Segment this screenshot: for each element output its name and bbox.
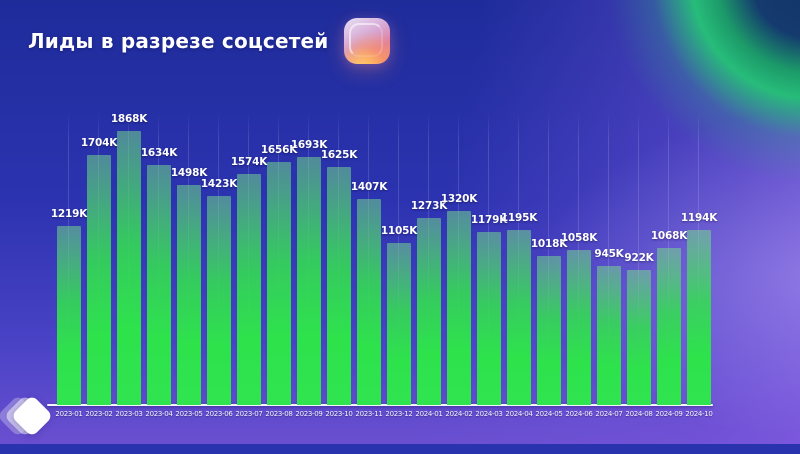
bar-value-label: 1219K — [50, 208, 88, 220]
x-tick-label: 2023-05 — [175, 410, 203, 418]
bar-slot: 1625K 2023-10 — [321, 112, 357, 418]
bar-value-label: 1194K — [680, 212, 718, 224]
bar-chart: 1219K 2023-01 1704K 2023-02 1868K 2023-03 1634… — [47, 112, 717, 418]
bar-value-label: 1868K — [110, 113, 148, 125]
bar-value-label: 1068K — [650, 230, 688, 242]
page-title: Лиды в разрезе соцсетей — [28, 29, 329, 53]
bar-value-label: 1656K — [260, 144, 298, 156]
bar-value-label: 1105K — [380, 225, 418, 237]
x-tick-label: 2023-01 — [55, 410, 83, 418]
x-tick-label: 2023-03 — [115, 410, 143, 418]
bar — [387, 243, 411, 405]
bar-slot: 1423K 2023-06 — [201, 112, 237, 418]
x-tick-label: 2024-02 — [445, 410, 473, 418]
bar-value-label: 1634K — [140, 147, 178, 159]
bar-value-label: 1179K — [470, 214, 508, 226]
bar-value-label: 1574K — [230, 156, 268, 168]
x-tick-label: 2024-06 — [565, 410, 593, 418]
bar — [417, 218, 441, 405]
bar — [87, 155, 111, 405]
x-tick-label: 2023-04 — [145, 410, 173, 418]
bar-slot: 1498K 2023-05 — [171, 112, 207, 418]
bar-slot: 1179K 2024-03 — [471, 112, 507, 418]
bar — [297, 157, 321, 405]
header: Лиды в разрезе соцсетей — [28, 18, 390, 64]
x-tick-label: 2024-10 — [685, 410, 713, 418]
bar-slot: 1195K 2024-04 — [501, 112, 537, 418]
x-tick-label: 2024-01 — [415, 410, 443, 418]
bar-slot: 1068K 2024-09 — [651, 112, 687, 418]
bar-slot: 1704K 2023-02 — [81, 112, 117, 418]
bar-value-label: 1018K — [530, 238, 568, 250]
bar-slot: 1219K 2023-01 — [51, 112, 87, 418]
x-tick-label: 2024-09 — [655, 410, 683, 418]
bar-value-label: 1423K — [200, 178, 238, 190]
bar-value-label: 1407K — [350, 181, 388, 193]
bar-slot: 1320K 2024-02 — [441, 112, 477, 418]
bar — [267, 162, 291, 405]
bar-slot: 922K 2024-08 — [624, 112, 654, 418]
bar — [597, 266, 621, 405]
bar-value-label: 945K — [594, 248, 624, 260]
bar — [447, 211, 471, 405]
bar — [657, 248, 681, 405]
bar-slot: 1868K 2023-03 — [111, 112, 147, 418]
bar — [687, 230, 711, 405]
x-tick-label: 2024-03 — [475, 410, 503, 418]
bar-slot: 1105K 2023-12 — [381, 112, 417, 418]
bar-value-label: 1320K — [440, 193, 478, 205]
bar-value-label: 1058K — [560, 232, 598, 244]
x-tick-label: 2023-10 — [325, 410, 353, 418]
bar-slot: 1407K 2023-11 — [351, 112, 387, 418]
bar — [117, 131, 141, 405]
bar — [477, 232, 501, 405]
bar-slot: 1634K 2023-04 — [141, 112, 177, 418]
bar — [207, 196, 231, 405]
bar-value-label: 1704K — [80, 137, 118, 149]
x-tick-label: 2023-09 — [295, 410, 323, 418]
bar — [177, 185, 201, 405]
bar — [57, 226, 81, 405]
x-tick-label: 2023-06 — [205, 410, 233, 418]
bar — [147, 165, 171, 405]
bar — [567, 250, 591, 405]
bar-slot: 1018K 2024-05 — [531, 112, 567, 418]
x-tick-label: 2023-08 — [265, 410, 293, 418]
bar — [627, 270, 651, 405]
bar-slot: 945K 2024-07 — [594, 112, 624, 418]
bar-value-label: 1625K — [320, 149, 358, 161]
bar-slot: 1656K 2023-08 — [261, 112, 297, 418]
bar — [537, 256, 561, 405]
x-tick-label: 2024-07 — [595, 410, 623, 418]
x-tick-label: 2023-02 — [85, 410, 113, 418]
bar — [237, 174, 261, 405]
x-axis-line — [47, 404, 713, 406]
bar-slot: 1574K 2023-07 — [231, 112, 267, 418]
bar-value-label: 1693K — [290, 139, 328, 151]
bar-value-label: 1273K — [410, 200, 448, 212]
brand-logo — [0, 392, 64, 454]
bar — [507, 230, 531, 405]
bar-slot: 1194K 2024-10 — [681, 112, 717, 418]
x-tick-label: 2023-12 — [385, 410, 413, 418]
bar-slot: 1058K 2024-06 — [561, 112, 597, 418]
bar-slot: 1273K 2024-01 — [411, 112, 447, 418]
bar — [357, 199, 381, 405]
grid-line — [638, 112, 639, 405]
x-tick-label: 2023-11 — [355, 410, 383, 418]
bar-value-label: 1195K — [500, 212, 538, 224]
bar — [327, 167, 351, 405]
x-tick-label: 2023-07 — [235, 410, 263, 418]
instagram-icon — [343, 18, 390, 64]
x-tick-label: 2024-04 — [505, 410, 533, 418]
x-tick-label: 2024-08 — [625, 410, 653, 418]
bar-value-label: 922K — [624, 252, 654, 264]
bar-slot: 1693K 2023-09 — [291, 112, 327, 418]
x-tick-label: 2024-05 — [535, 410, 563, 418]
bar-value-label: 1498K — [170, 167, 208, 179]
grid-line — [608, 112, 609, 405]
